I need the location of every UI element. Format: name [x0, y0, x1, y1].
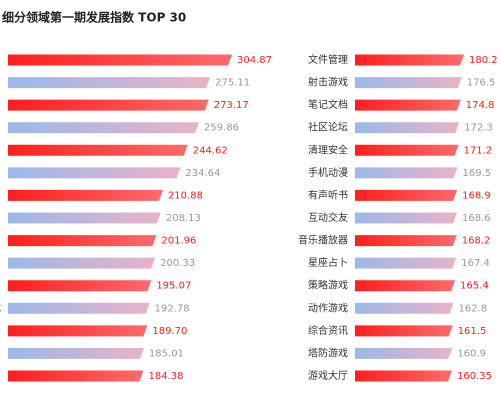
- bar: [8, 257, 156, 269]
- category-label: 综合资讯: [308, 324, 348, 337]
- category-label: 塔防游戏: [308, 346, 348, 359]
- bar: [355, 347, 453, 359]
- value-label: 167.4: [461, 258, 490, 269]
- bar: [355, 99, 461, 111]
- value-label: 180.2: [469, 55, 498, 66]
- category-label: 游戏大厅: [308, 369, 348, 382]
- value-label: 200.33: [160, 258, 195, 269]
- category-label: 互动交友: [308, 211, 348, 224]
- bar: [8, 370, 144, 382]
- bar: [8, 235, 157, 247]
- category-label: 射击游戏: [308, 76, 348, 89]
- value-label: 161.5: [458, 326, 487, 337]
- bar: [8, 189, 163, 201]
- bar: [355, 77, 462, 89]
- bar: [8, 77, 211, 89]
- value-label: 189.70: [152, 326, 187, 337]
- bar: [8, 167, 181, 179]
- bar: [355, 370, 452, 382]
- value-label: 192.78: [155, 303, 190, 314]
- bar: [8, 144, 188, 156]
- value-label: 165.4: [460, 281, 489, 292]
- value-label: 234.64: [185, 168, 220, 179]
- bar: [8, 280, 152, 292]
- value-label: 201.96: [161, 236, 196, 247]
- bar: [355, 167, 458, 179]
- value-label: 273.17: [214, 100, 249, 111]
- bar: [355, 302, 454, 314]
- category-label: 笔记文档: [308, 98, 348, 111]
- category-label: 手机动漫: [308, 166, 348, 179]
- value-label: 168.6: [462, 213, 491, 224]
- bar: [8, 54, 232, 66]
- chart-title: 细分领域第一期发展指数 TOP 30: [2, 10, 186, 25]
- category-label: 策略游戏: [308, 279, 348, 292]
- category-label: 清理安全: [308, 143, 348, 156]
- bar: [355, 280, 456, 292]
- value-label: 275.11: [215, 78, 250, 89]
- bar: [8, 325, 148, 337]
- value-label: 168.2: [462, 236, 491, 247]
- value-label: 172.3: [464, 123, 493, 134]
- value-label: 171.2: [464, 145, 493, 156]
- category-label: 动作游戏: [308, 301, 348, 314]
- value-label: 162.8: [458, 303, 487, 314]
- value-label: 244.62: [193, 145, 228, 156]
- value-label: 168.9: [462, 190, 491, 201]
- category-label: 星座占卜: [308, 256, 348, 269]
- value-label: 185.01: [149, 348, 184, 359]
- value-label: 195.07: [156, 281, 191, 292]
- value-label: 169.5: [463, 168, 492, 179]
- category-label: 戏: [0, 302, 1, 314]
- bar: [355, 257, 457, 269]
- bar: [355, 122, 460, 134]
- bar: [355, 189, 458, 201]
- bar: [355, 54, 464, 66]
- value-label: 208.13: [166, 213, 201, 224]
- value-label: 174.8: [466, 100, 495, 111]
- bar: [8, 122, 199, 134]
- value-label: 160.9: [457, 348, 486, 359]
- bar: [8, 302, 150, 314]
- category-label: 文件管理: [308, 53, 348, 66]
- value-label: 304.87: [237, 55, 272, 66]
- value-label: 160.35: [457, 371, 492, 382]
- category-label: 音乐播放器: [298, 234, 348, 247]
- bar: [8, 99, 209, 111]
- bar: [8, 347, 144, 359]
- category-label: 社区论坛: [308, 121, 348, 134]
- bar: [355, 212, 457, 224]
- value-label: 176.5: [467, 78, 496, 89]
- value-label: 210.88: [168, 190, 203, 201]
- bar: [8, 212, 161, 224]
- value-label: 184.38: [148, 371, 183, 382]
- category-label: 有声听书: [308, 188, 348, 201]
- value-label: 259.86: [204, 123, 239, 134]
- bar: [355, 144, 459, 156]
- bar: [355, 235, 457, 247]
- bar: [355, 325, 453, 337]
